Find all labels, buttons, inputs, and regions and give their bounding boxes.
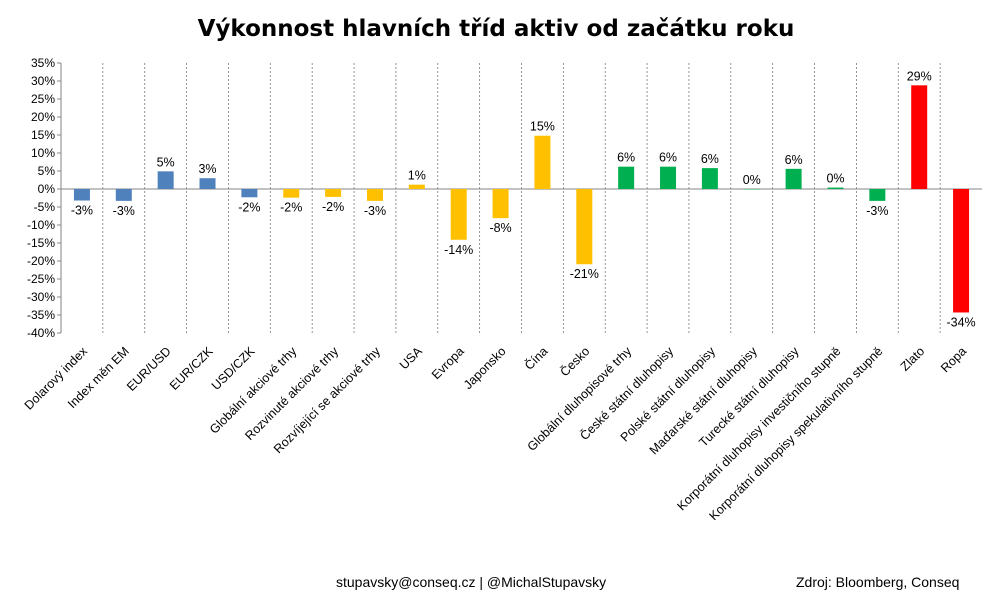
data-label: -14% (444, 243, 473, 257)
y-tick-label: -10% (27, 218, 55, 232)
y-tick-label: 15% (31, 128, 55, 142)
data-label: 0% (826, 172, 844, 186)
data-label: -34% (946, 315, 975, 329)
category-label: EUR/USD (124, 344, 174, 394)
y-tick-label: 30% (31, 74, 55, 88)
bar (743, 189, 760, 190)
data-label: -2% (238, 200, 260, 214)
data-label: 29% (907, 69, 932, 83)
bar (450, 189, 467, 240)
data-label: -3% (113, 204, 135, 218)
data-label: -3% (364, 204, 386, 218)
bar (283, 189, 300, 198)
data-labels: -3% -3% 5% 3% -2% -2% -2% -3% 1% -14% -8% 15% -21% 6%… (71, 69, 976, 329)
category-separators (102, 63, 941, 333)
y-tick-label: 35% (31, 56, 55, 70)
data-label: -3% (866, 204, 888, 218)
y-tick-label: -20% (27, 254, 55, 268)
data-label: 15% (530, 120, 555, 134)
category-label: Evropa (429, 344, 467, 382)
bar (325, 189, 342, 197)
bar (241, 189, 258, 198)
chart-title: Výkonnost hlavních tříd aktiv od začátku… (198, 16, 795, 42)
data-label: -8% (489, 221, 511, 235)
bar (115, 189, 132, 201)
bar (157, 171, 174, 189)
bar (827, 187, 844, 189)
bar (869, 189, 886, 201)
bar (953, 189, 970, 313)
y-tick-label: -30% (27, 290, 55, 304)
data-label: 6% (785, 153, 803, 167)
y-tick-label: 0% (38, 182, 56, 196)
y-tick-label: 25% (31, 92, 55, 106)
data-label: 6% (659, 151, 677, 165)
data-label: 6% (617, 151, 635, 165)
category-label: USA (397, 344, 426, 373)
y-tick-label: -35% (27, 308, 55, 322)
bar (911, 85, 928, 189)
y-tick-label: -5% (34, 200, 56, 214)
bar (366, 189, 383, 201)
category-label: EUR/CZK (167, 344, 216, 393)
data-label: 1% (408, 169, 426, 183)
footer-contact: stupavsky@conseq.cz | @MichalStupavsky (336, 574, 607, 590)
data-label: 0% (743, 173, 761, 187)
data-label: -21% (570, 267, 599, 281)
category-label: Čína (521, 343, 550, 372)
y-tick-label: -40% (27, 326, 55, 340)
category-label: Zlato (898, 344, 928, 374)
bar (701, 168, 718, 189)
bar (618, 166, 635, 189)
y-tick-label: 5% (38, 164, 56, 178)
y-tick-label: -25% (27, 272, 55, 286)
bar (534, 135, 551, 189)
category-label: Japonsko (461, 344, 509, 392)
y-tick-label: 20% (31, 110, 55, 124)
footer-source: Zdroj: Bloomberg, Conseq (796, 574, 960, 590)
bar (73, 189, 90, 201)
data-label: -3% (71, 204, 93, 218)
bar (660, 166, 677, 189)
y-axis: 35% 30% 25% 20% 15% 10% 5% 0% -5% -10% -15% -20% -25… (27, 56, 982, 340)
bars (73, 85, 970, 313)
data-label: -2% (322, 200, 344, 214)
data-label: 6% (701, 152, 719, 166)
bar (785, 168, 802, 189)
category-label: Ropa (938, 344, 969, 375)
data-label: 5% (157, 155, 175, 169)
bar (492, 189, 509, 219)
y-tick-label: -15% (27, 236, 55, 250)
bar (576, 189, 593, 265)
bar (408, 184, 425, 189)
bar (199, 178, 216, 189)
data-label: -2% (280, 201, 302, 215)
data-label: 3% (198, 162, 216, 176)
category-label: Česko (557, 343, 593, 379)
y-tick-label: 10% (31, 146, 55, 160)
